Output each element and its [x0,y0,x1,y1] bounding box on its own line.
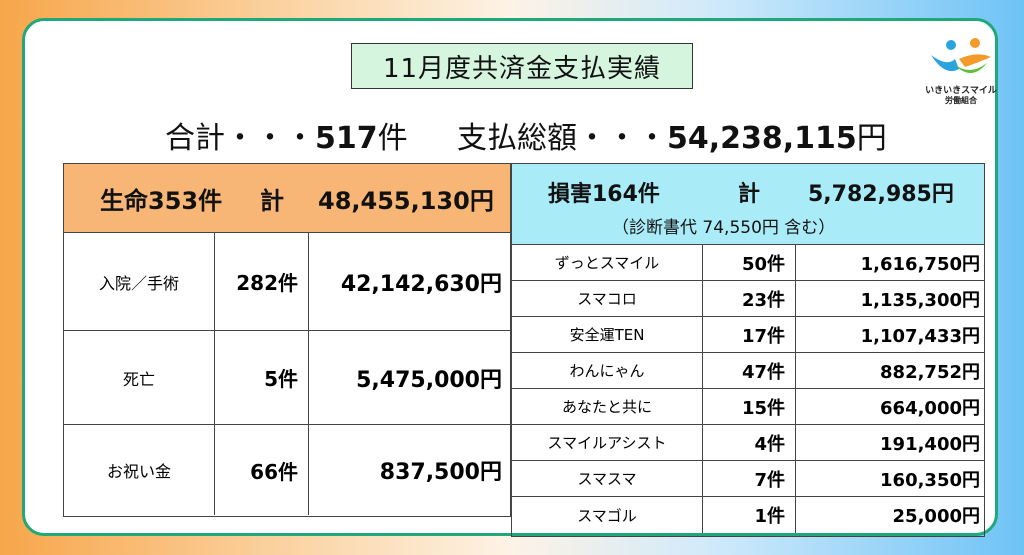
life-head-amount: 48,455,130円 [318,186,494,215]
report-card: 11月度共済金支払実績 いきいきスマイル 労働組合 合計・・・517件 支払総額… [22,18,998,537]
logo-name: いきいきスマイル [925,86,997,96]
total-count: 合計・・・517件 [165,113,408,157]
damage-head-note: （診断書代 74,550円 含む） [612,218,836,238]
row-count: 17件 [703,317,796,352]
row-count: 15件 [703,389,796,424]
row-amount: 25,000円 [892,506,980,527]
row-amount: 664,000円 [880,397,980,419]
table-row: ずっとスマイル 50件 1,616,750円 [512,245,984,281]
total-amount: 支払総額・・・54,238,115円 [457,113,887,157]
row-amount: 160,350円 [880,469,980,491]
life-table-header: 生命353件 計 48,455,130円 [64,164,510,233]
union-logo: いきいきスマイル 労働組合 [925,33,997,113]
row-label: スマコロ [512,281,703,316]
damage-table-header: 損害164件 計 5,782,985円 （診断書代 74,550円 含む） [512,164,984,245]
total-count-unit: 件 [377,121,408,156]
row-amount: 882,752円 [880,361,980,383]
total-amount-unit: 円 [856,121,887,156]
row-count: 5件 [215,331,309,424]
damage-table: 損害164件 計 5,782,985円 （診断書代 74,550円 含む） ずっ… [511,163,985,537]
row-label: スマイルアシスト [512,425,703,460]
smile-people-icon [931,38,991,73]
life-head-count: 生命353件 [100,186,223,215]
table-row: 入院／手術 282件 42,142,630円 [64,233,510,331]
damage-head-amount: 5,782,985円 [808,182,954,207]
damage-head-kei: 計 [738,182,761,207]
row-count: 282件 [215,233,309,330]
row-label: ずっとスマイル [512,245,703,280]
row-amount: 191,400円 [880,433,980,455]
row-label: 安全運TEN [512,317,703,352]
table-row: あなたと共に 15件 664,000円 [512,389,984,425]
row-label: あなたと共に [512,389,703,424]
life-table: 生命353件 計 48,455,130円 入院／手術 282件 42,142,6… [63,163,511,517]
total-count-value: 517 [315,121,378,156]
table-row: 安全運TEN 17件 1,107,433円 [512,317,984,353]
row-amount: 837,500円 [379,460,502,485]
row-amount: 1,616,750円 [860,253,980,275]
total-amount-value: 54,238,115 [667,121,857,156]
row-amount: 5,475,000円 [356,367,502,393]
row-amount: 1,107,433円 [860,325,980,347]
row-label: スマスマ [512,461,703,496]
row-count: 4件 [703,425,796,460]
total-count-label: 合計・・・ [165,121,315,156]
table-row: お祝い金 66件 837,500円 [64,425,510,515]
table-row: スマゴル 1件 25,000円 [512,497,984,533]
table-row: 死亡 5件 5,475,000円 [64,331,510,425]
row-label: わんにゃん [512,353,703,388]
row-label: 入院／手術 [64,233,215,330]
row-count: 50件 [703,245,796,280]
total-amount-label: 支払総額・・・ [457,121,667,156]
damage-head-count: 損害164件 [548,182,660,207]
table-row: わんにゃん 47件 882,752円 [512,353,984,389]
page-title: 11月度共済金支払実績 [351,43,693,89]
row-amount: 42,142,630円 [340,271,502,297]
row-amount: 1,135,300円 [860,289,980,311]
life-head-kei: 計 [260,186,284,215]
table-row: スマスマ 7件 160,350円 [512,461,984,497]
table-row: スマコロ 23件 1,135,300円 [512,281,984,317]
logo-subname: 労働組合 [945,96,977,105]
row-count: 1件 [703,497,796,533]
row-label: 死亡 [64,331,215,424]
row-count: 7件 [703,461,796,496]
row-count: 23件 [703,281,796,316]
row-count: 66件 [215,425,309,515]
row-label: お祝い金 [64,425,215,515]
row-label: スマゴル [512,497,703,533]
row-count: 47件 [703,353,796,388]
table-row: スマイルアシスト 4件 191,400円 [512,425,984,461]
